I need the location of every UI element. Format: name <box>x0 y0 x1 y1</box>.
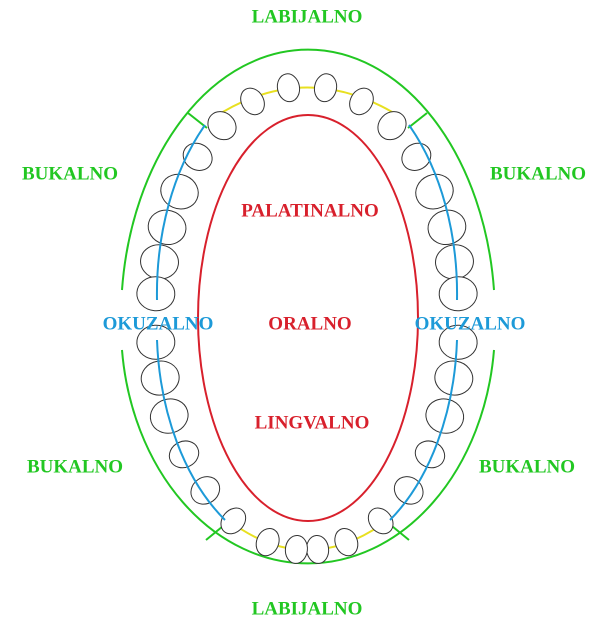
label: LABIJALNO <box>252 598 363 619</box>
label: BUKALNO <box>479 456 575 477</box>
tooth <box>155 169 203 215</box>
separator <box>408 113 427 128</box>
arch-lines <box>122 50 494 564</box>
label: LINGVALNO <box>255 412 370 433</box>
label: LABIJALNO <box>252 6 363 27</box>
label: BUKALNO <box>27 456 123 477</box>
tooth <box>202 106 242 146</box>
tooth <box>410 169 458 215</box>
tooth <box>165 436 203 472</box>
label: PALATINALNO <box>241 200 379 221</box>
label: ORALNO <box>268 313 351 334</box>
tooth <box>136 275 176 312</box>
tooth <box>411 436 449 472</box>
tooth <box>284 534 309 564</box>
label: OKUZALNO <box>415 313 526 334</box>
tooth <box>397 138 436 176</box>
diagram: LABIJALNO LABIJALNO BUKALNO BUKALNO BUKA… <box>0 0 595 623</box>
label: BUKALNO <box>490 163 586 184</box>
label: OKUZALNO <box>103 313 214 334</box>
tooth <box>372 106 412 146</box>
tooth <box>345 84 378 119</box>
label: BUKALNO <box>22 163 118 184</box>
tooth <box>236 84 269 119</box>
tooth <box>422 394 468 438</box>
tooth <box>438 275 478 312</box>
tooth <box>312 72 339 104</box>
tooth <box>305 534 330 564</box>
tooth <box>216 503 251 539</box>
tooth <box>275 72 302 104</box>
tooth <box>178 138 217 176</box>
tooth <box>186 471 226 510</box>
